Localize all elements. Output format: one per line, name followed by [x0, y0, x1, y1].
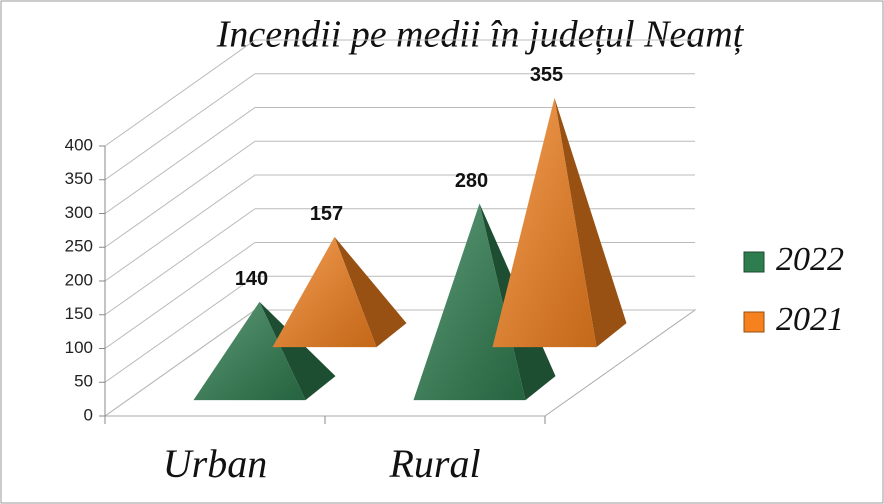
y-tick-label: 250 [65, 237, 93, 256]
y-tick-label: 150 [65, 304, 93, 323]
y-tick-label: 400 [65, 135, 93, 154]
y-tick-label: 300 [65, 203, 93, 222]
grid-line [104, 39, 695, 147]
pyramid-shade [413, 203, 526, 401]
value-label: 140 [235, 268, 268, 290]
y-tick-label: 0 [84, 405, 93, 424]
pyramid-side [554, 97, 627, 348]
value-label: 157 [310, 203, 343, 225]
x-tick-label: Rural [388, 441, 480, 486]
legend-swatch [743, 311, 765, 333]
chart-title: Incendii pe medii în județul Neamț [216, 14, 745, 56]
pyramid [193, 301, 336, 401]
legend-label: 2022 [776, 241, 844, 278]
value-label: 355 [530, 64, 563, 86]
y-tick-label: 100 [65, 338, 93, 357]
x-tick-label: Urban [163, 441, 267, 486]
value-label: 280 [455, 170, 488, 192]
pyramid-shade [193, 301, 306, 401]
pyramid-shade [492, 97, 597, 348]
pyramid [272, 236, 407, 348]
legend-label: 2021 [776, 301, 844, 338]
pyramid-shade [272, 236, 377, 348]
legend-swatch [743, 251, 765, 273]
grid-line [104, 107, 695, 214]
pyramid [492, 97, 627, 348]
y-tick-label: 350 [65, 169, 93, 188]
y-tick-label: 50 [74, 372, 93, 391]
grid-line [104, 73, 695, 181]
y-tick-label: 200 [65, 270, 93, 289]
pyramid-side [334, 236, 407, 348]
pyramid-side [259, 301, 336, 401]
